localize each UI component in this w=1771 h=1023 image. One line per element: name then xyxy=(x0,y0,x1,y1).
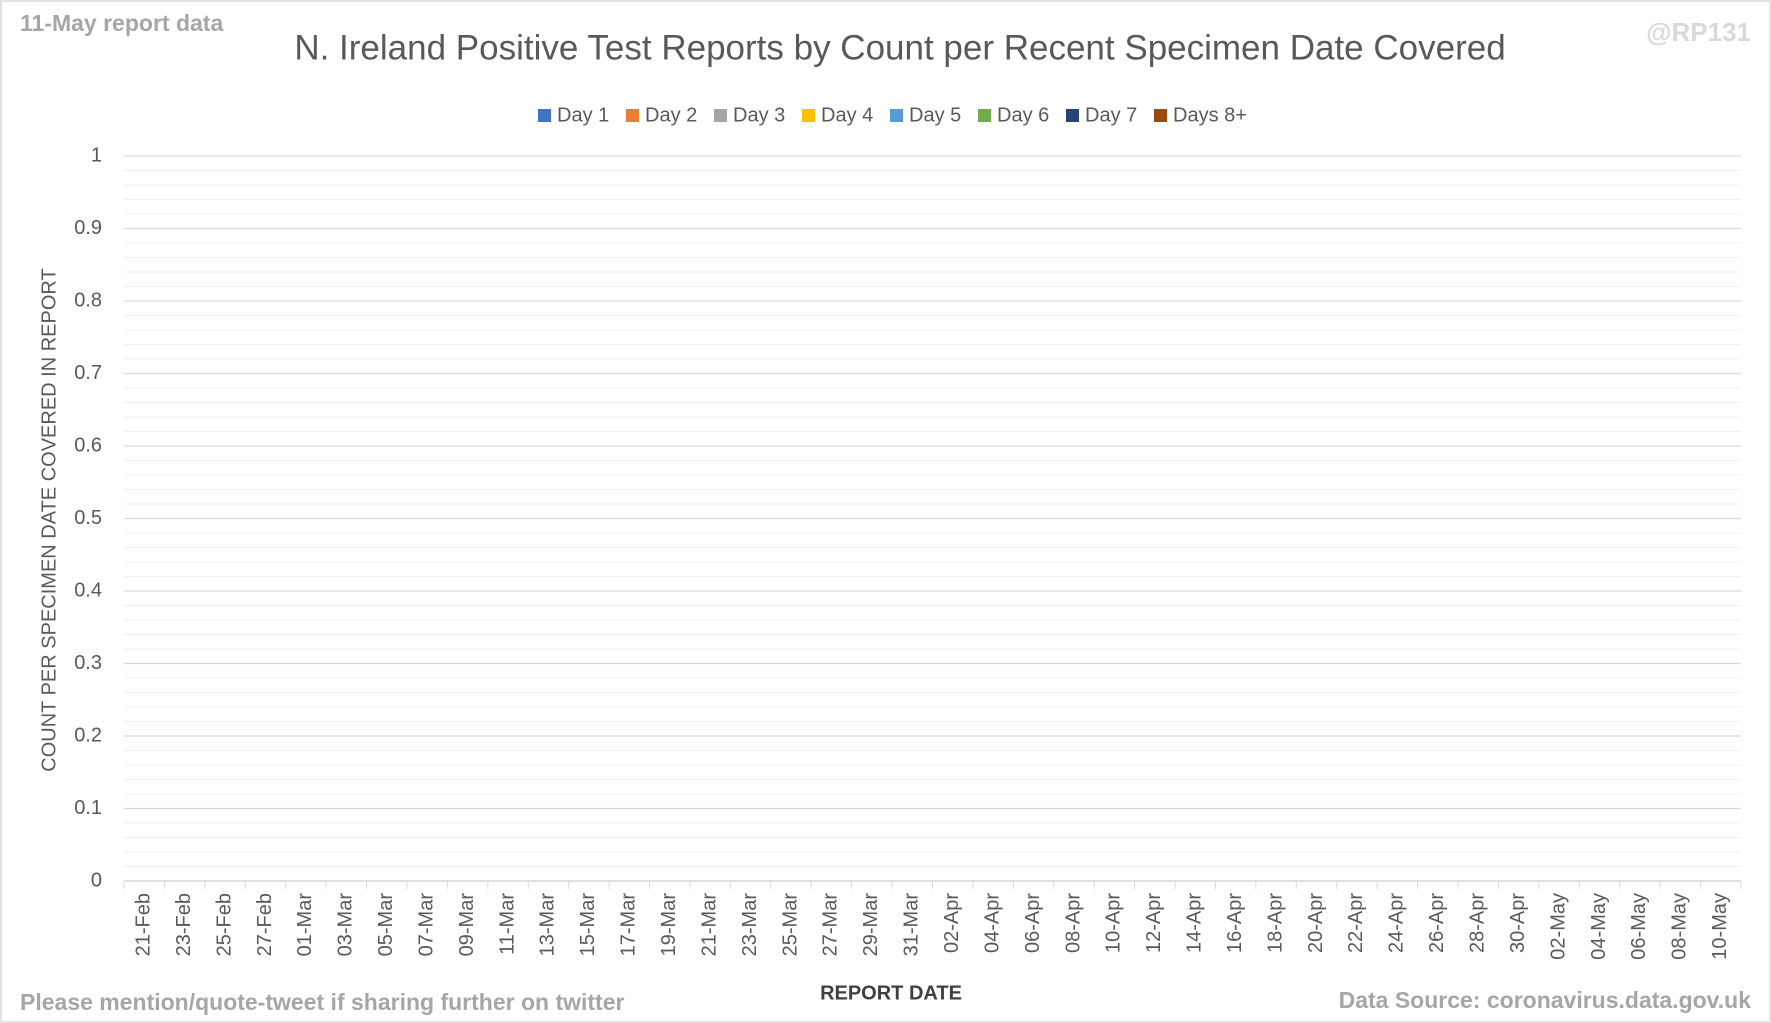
watermark: @RP131 xyxy=(1646,17,1751,47)
legend-swatch xyxy=(978,109,991,122)
x-tick-label: 27-Mar xyxy=(820,893,842,957)
x-tick-label: 04-Apr xyxy=(981,893,1003,953)
y-axis-label: COUNT PER SPECIMEN DATE COVERED IN REPOR… xyxy=(38,268,60,771)
x-tick-label: 13-Mar xyxy=(537,893,559,957)
x-tick-label: 11-Mar xyxy=(496,893,518,955)
x-tick-label: 06-May xyxy=(1628,893,1650,960)
x-tick-label: 16-Apr xyxy=(1224,893,1246,953)
y-tick-label: 0.5 xyxy=(74,507,102,529)
x-tick-label: 25-Mar xyxy=(779,893,801,957)
x-tick-label: 14-Apr xyxy=(1184,893,1206,953)
x-tick-label: 18-Apr xyxy=(1264,893,1286,953)
y-tick-label: 0.8 xyxy=(74,289,102,311)
x-tick-label: 10-Apr xyxy=(1103,893,1125,953)
y-tick-label: 0.1 xyxy=(74,797,102,819)
x-tick-label: 28-Apr xyxy=(1467,893,1489,953)
legend-label: Day 3 xyxy=(733,104,785,126)
x-tick-label: 12-Apr xyxy=(1143,893,1165,953)
x-tick-label: 15-Mar xyxy=(577,893,599,957)
x-tick-label: 01-Mar xyxy=(294,893,316,957)
x-tick-label: 31-Mar xyxy=(901,893,923,957)
x-tick-label: 09-Mar xyxy=(456,893,478,957)
legend-swatch xyxy=(1066,109,1079,122)
legend-label: Days 8+ xyxy=(1173,104,1247,126)
legend-swatch xyxy=(802,109,815,122)
x-tick-label: 22-Apr xyxy=(1345,893,1367,953)
x-tick-label: 03-Mar xyxy=(335,893,357,957)
y-tick-label: 1 xyxy=(91,144,102,166)
legend-label: Day 1 xyxy=(557,104,609,126)
x-tick-label: 08-May xyxy=(1669,893,1691,960)
x-tick-label: 02-May xyxy=(1547,893,1569,960)
legend-label: Day 4 xyxy=(821,104,873,126)
legend-swatch xyxy=(714,109,727,122)
x-tick-label: 23-Feb xyxy=(173,893,195,956)
x-tick-label: 23-Mar xyxy=(739,893,761,957)
x-tick-label: 07-Mar xyxy=(415,893,437,957)
x-axis-label: REPORT DATE xyxy=(820,982,962,1004)
x-tick-label: 05-Mar xyxy=(375,893,397,957)
y-tick-label: 0.3 xyxy=(74,652,102,674)
y-tick-label: 0.2 xyxy=(74,724,102,746)
x-tick-label: 21-Feb xyxy=(132,893,154,956)
legend-label: Day 5 xyxy=(909,104,961,126)
x-tick-label: 06-Apr xyxy=(1022,893,1044,953)
x-tick-label: 02-Apr xyxy=(941,893,963,953)
x-tick-label: 30-Apr xyxy=(1507,893,1529,953)
corner-note: 11-May report data xyxy=(20,10,223,36)
x-tick-label: 26-Apr xyxy=(1426,893,1448,953)
x-tick-label: 24-Apr xyxy=(1386,893,1408,953)
y-tick-label: 0.6 xyxy=(74,434,102,456)
x-tick-label: 10-May xyxy=(1709,893,1731,960)
x-tick-label: 17-Mar xyxy=(618,893,640,957)
y-tick-label: 0 xyxy=(91,869,102,891)
legend-label: Day 6 xyxy=(997,104,1049,126)
footer-right: Data Source: coronavirus.data.gov.uk xyxy=(1339,987,1752,1013)
legend-label: Day 7 xyxy=(1085,104,1137,126)
x-tick-label: 29-Mar xyxy=(860,893,882,957)
x-tick-label: 19-Mar xyxy=(658,893,680,957)
legend-swatch xyxy=(626,109,639,122)
y-tick-label: 0.7 xyxy=(74,362,102,384)
chart-title: N. Ireland Positive Test Reports by Coun… xyxy=(294,28,1505,67)
x-tick-label: 21-Mar xyxy=(698,893,720,957)
footer-left: Please mention/quote-tweet if sharing fu… xyxy=(20,989,624,1015)
y-tick-label: 0.9 xyxy=(74,217,102,239)
x-tick-label: 25-Feb xyxy=(213,893,235,956)
x-tick-label: 27-Feb xyxy=(254,893,276,956)
legend-swatch xyxy=(1154,109,1167,122)
x-tick-label: 08-Apr xyxy=(1062,893,1084,953)
legend-swatch xyxy=(890,109,903,122)
legend-label: Day 2 xyxy=(645,104,697,126)
x-tick-label: 20-Apr xyxy=(1305,893,1327,953)
x-tick-label: 04-May xyxy=(1588,893,1610,960)
legend-swatch xyxy=(538,109,551,122)
y-tick-label: 0.4 xyxy=(74,579,102,601)
